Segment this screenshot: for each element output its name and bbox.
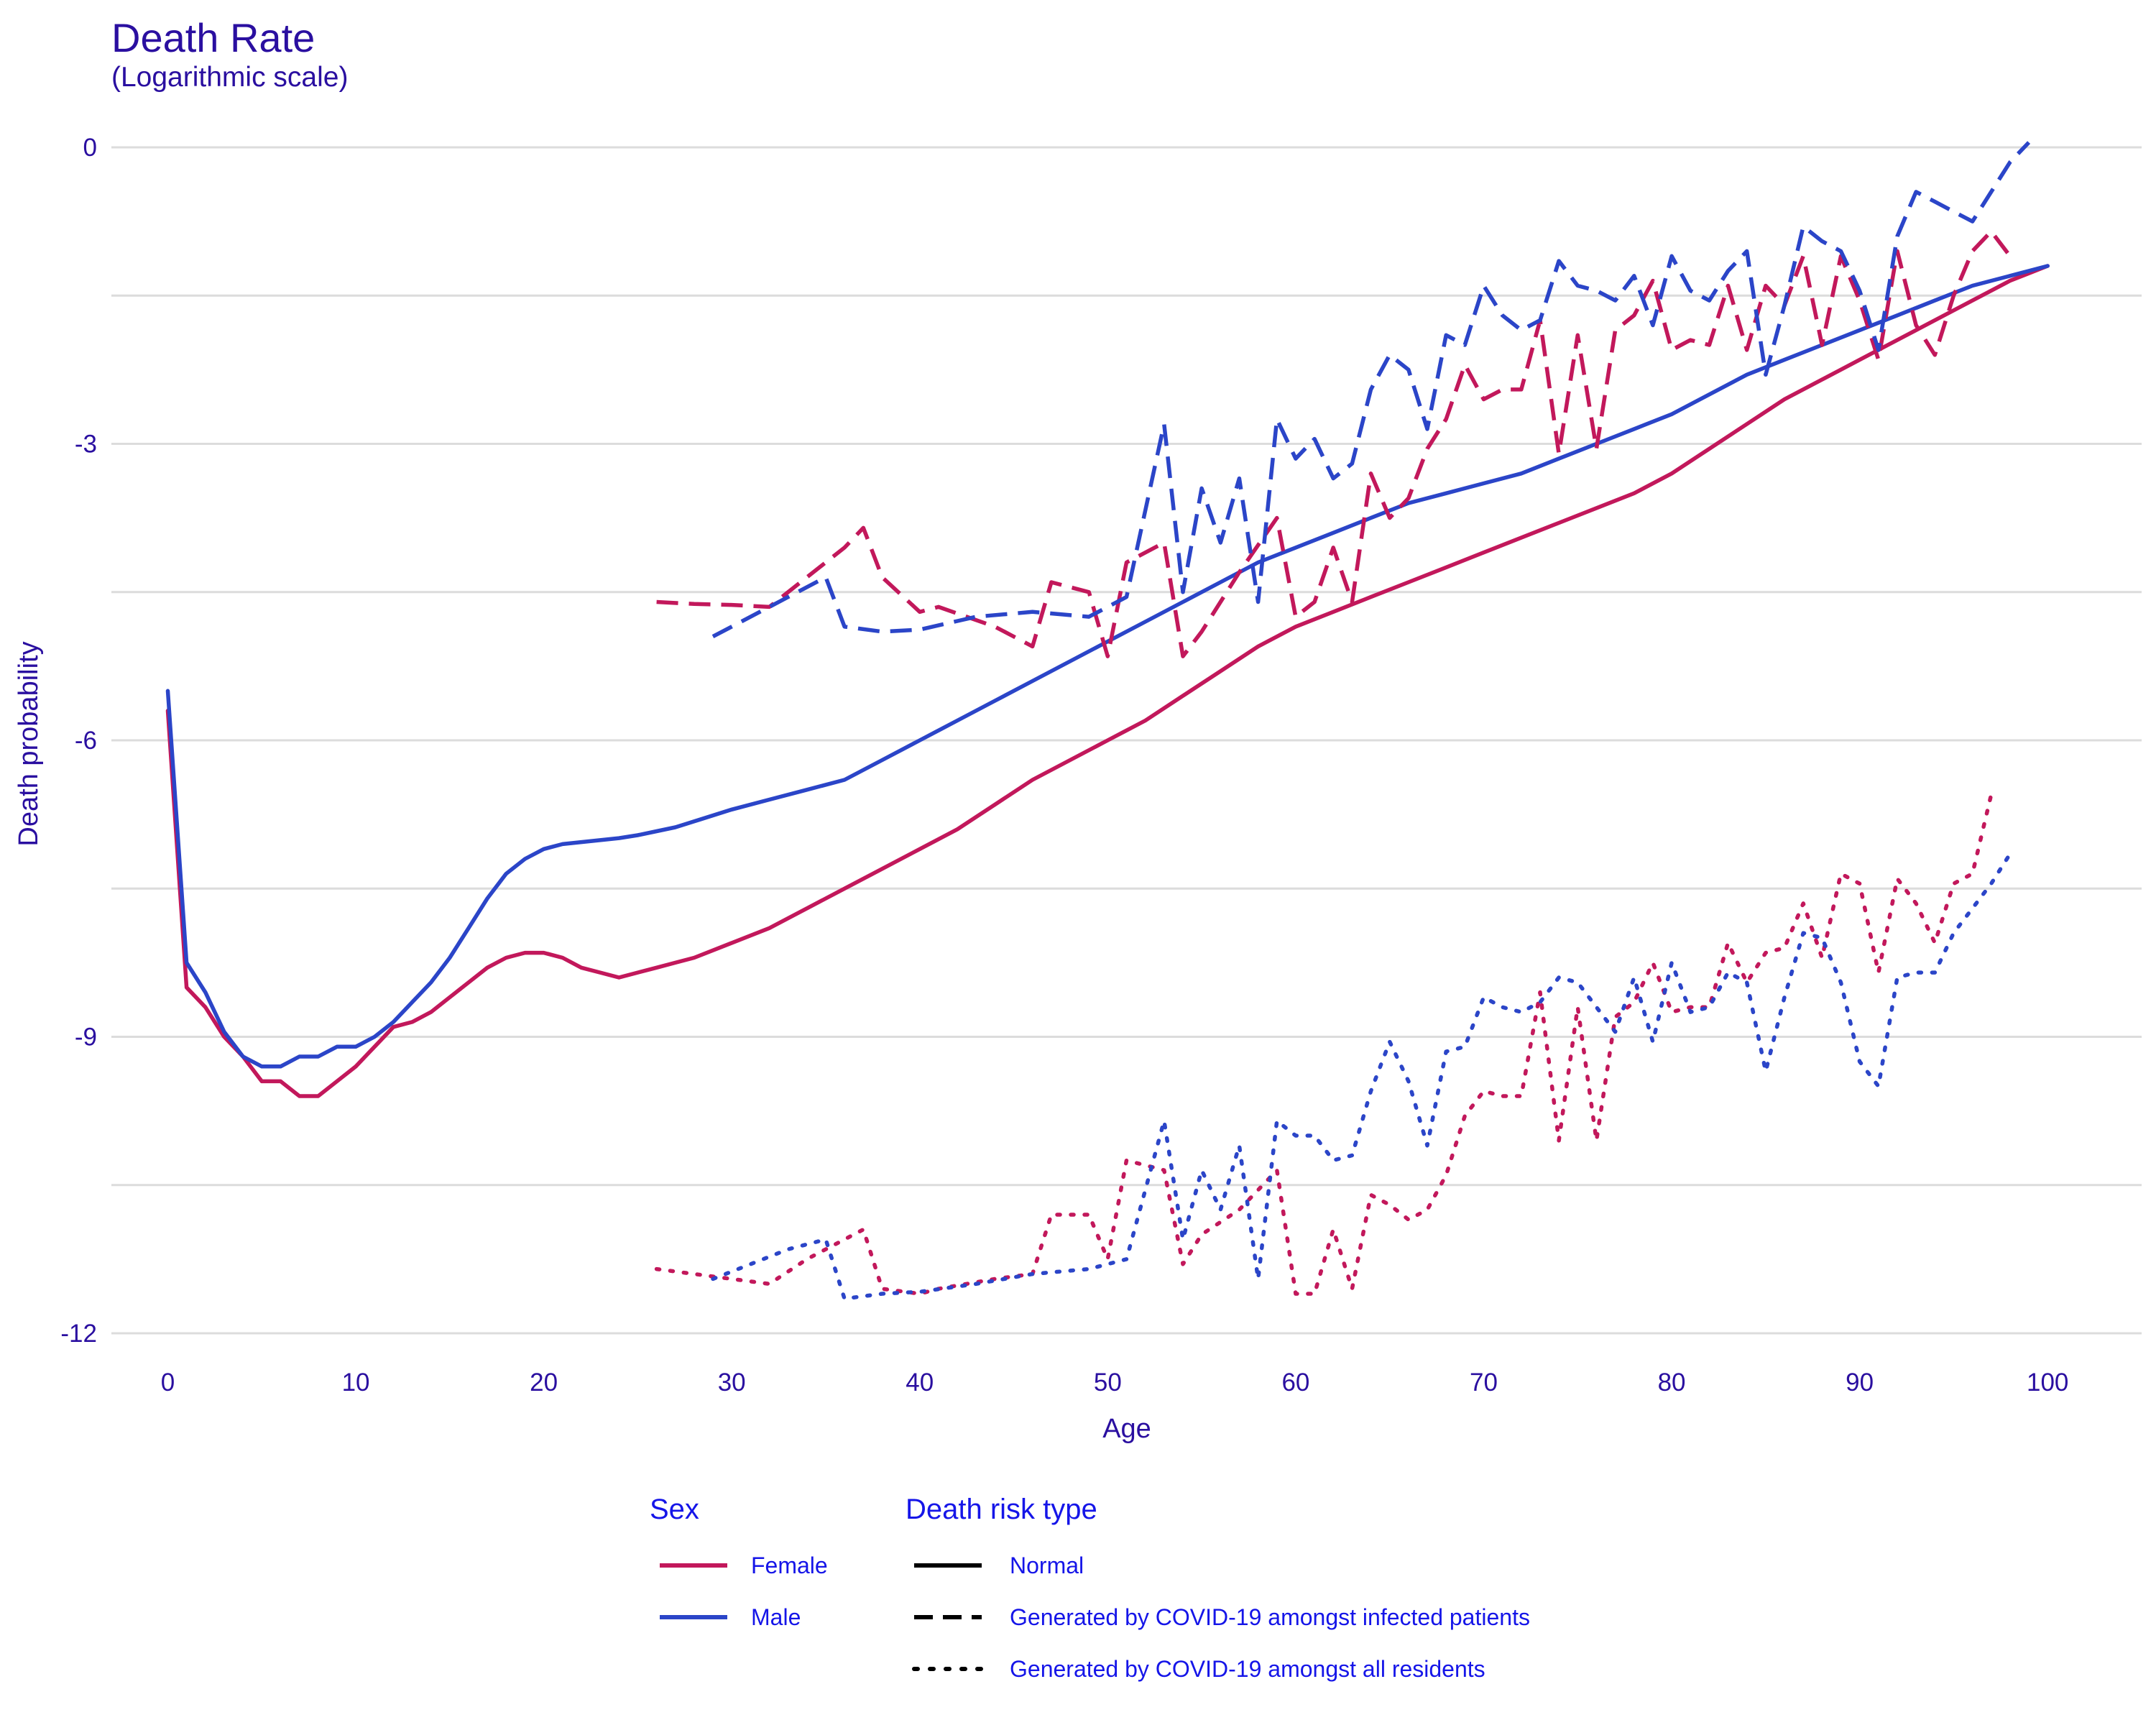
y-tick-label: -6 — [75, 727, 97, 755]
y-axis-ticks: 0 -3 -6 -9 -12 — [60, 134, 97, 1348]
x-axis-label: Age — [1102, 1414, 1151, 1444]
x-tick-label: 60 — [1281, 1368, 1309, 1397]
series-lines — [165, 141, 2050, 1301]
x-tick-label: 100 — [2027, 1368, 2068, 1397]
legend-normal-label: Normal — [1010, 1552, 1084, 1578]
legend-risk-title: Death risk type — [906, 1494, 1097, 1525]
series-line-female-dashed — [656, 229, 2012, 658]
series-line-female-solid — [165, 264, 2050, 1098]
series-line-male-dotted — [711, 852, 2012, 1301]
x-tick-label: 50 — [1094, 1368, 1122, 1397]
y-tick-label: -9 — [75, 1024, 97, 1052]
legend-female-label: Female — [751, 1552, 828, 1578]
legend: Sex Female Male Death risk type Normal G… — [650, 1494, 1530, 1682]
x-tick-label: 20 — [530, 1368, 558, 1397]
chart-subtitle: (Logarithmic scale) — [111, 62, 348, 93]
y-tick-label: -12 — [60, 1320, 97, 1348]
x-tick-label: 40 — [906, 1368, 934, 1397]
legend-male-label: Male — [751, 1604, 801, 1630]
y-tick-label: -3 — [75, 431, 97, 459]
x-tick-label: 90 — [1846, 1368, 1874, 1397]
legend-residents-label: Generated by COVID-19 amongst all reside… — [1010, 1656, 1485, 1682]
y-axis-label: Death probability — [14, 641, 44, 846]
legend-infected-label: Generated by COVID-19 amongst infected p… — [1010, 1604, 1530, 1630]
series-line-male-dashed — [711, 141, 2031, 639]
x-axis-ticks: 0 10 20 30 40 50 60 70 80 90 100 — [161, 1368, 2069, 1397]
series-line-male-solid — [165, 264, 2050, 1069]
x-tick-label: 30 — [718, 1368, 746, 1397]
series-line-female-dotted — [654, 792, 1994, 1296]
gridlines — [111, 146, 2142, 1335]
legend-sex-title: Sex — [650, 1494, 699, 1525]
x-tick-label: 80 — [1658, 1368, 1686, 1397]
x-tick-label: 0 — [161, 1368, 175, 1397]
x-tick-label: 70 — [1470, 1368, 1498, 1397]
y-tick-label: 0 — [83, 134, 97, 162]
chart-title: Death Rate — [111, 15, 315, 60]
x-tick-label: 10 — [342, 1368, 370, 1397]
